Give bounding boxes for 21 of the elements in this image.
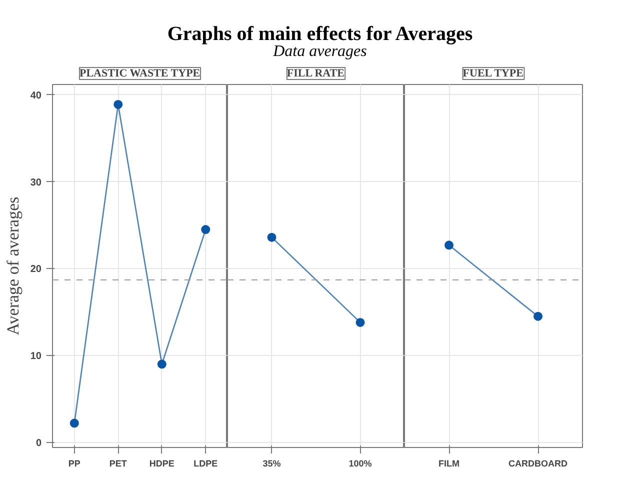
y-tick-label: 40	[30, 90, 42, 102]
x-tick-label: FILM	[438, 458, 460, 468]
point	[157, 360, 166, 369]
x-tick-label: 35%	[262, 458, 281, 468]
x-tick-label: LDPE	[194, 458, 218, 468]
text: Data averages	[273, 43, 367, 60]
y-tick-label: 0	[36, 438, 42, 449]
text: Graphs of main effects for Averages	[167, 23, 473, 45]
point	[114, 100, 123, 109]
x-tick-label: PET	[109, 458, 128, 468]
y-axis-title: Average of averages	[3, 196, 22, 336]
point	[70, 418, 79, 428]
x-tick-label: CARDBOARD	[508, 458, 568, 468]
y-tick-label: 20	[30, 264, 42, 276]
x-tick-label: 100%	[348, 458, 372, 468]
x-tick-label: HDPE	[149, 458, 174, 468]
x-tick-label: PP	[68, 458, 80, 468]
point	[201, 225, 210, 234]
y-tick-label: 30	[30, 177, 42, 188]
chart-title: FUEL TYPE	[462, 68, 524, 80]
y-tick-label: 10	[30, 350, 42, 362]
